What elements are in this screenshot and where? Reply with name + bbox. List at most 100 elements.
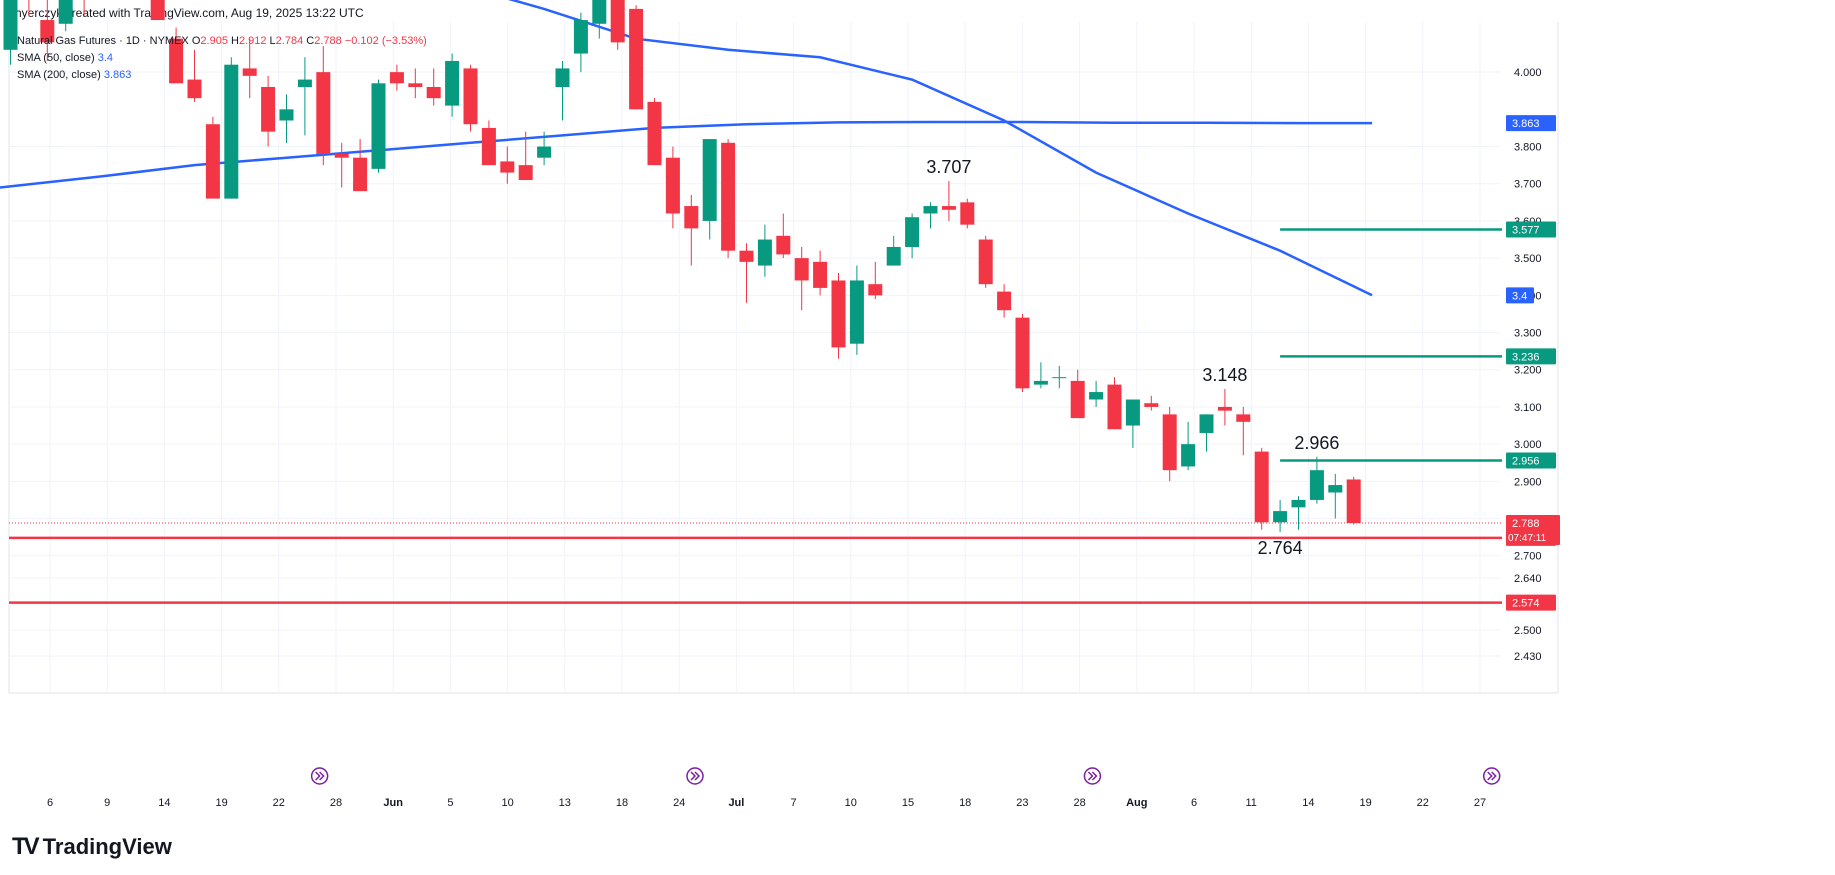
sma-price-label: 3.4 [1512, 290, 1527, 302]
sma200-value: 3.863 [103, 69, 132, 81]
sma200-line [0, 120, 1373, 189]
candle-body [518, 165, 533, 181]
y-tick-label: 3.500 [1514, 253, 1542, 265]
high-value: 2.912 [238, 35, 267, 47]
level-price-label: 2.574 [1512, 598, 1540, 610]
symbol-legend[interactable]: Natural Gas Futures · 1D · NYMEX O2.905 … [17, 35, 427, 47]
candle-body [1309, 470, 1324, 500]
x-tick-label: 15 [902, 797, 914, 809]
candle-body [960, 202, 975, 225]
candle-body [776, 235, 791, 255]
candle-body [592, 0, 607, 24]
sma50-legend[interactable]: SMA (50, close) 3.4 [17, 52, 113, 64]
event-markers-layer [310, 767, 1501, 785]
x-tick-label: 18 [616, 797, 628, 809]
event-marker-icon[interactable] [1083, 767, 1102, 785]
candle-body [389, 72, 404, 84]
tradingview-logo-mark: TV [12, 833, 40, 860]
change-value: −0.102 (−3.53%) [344, 35, 427, 47]
candle-body [813, 261, 828, 288]
x-tick-label: 6 [1191, 797, 1197, 809]
candle-body [629, 8, 644, 110]
close-key: C [306, 35, 315, 47]
y-tick-label: 3.000 [1514, 439, 1542, 451]
candle-body [1070, 380, 1085, 419]
y-tick-label: 4.000 [1514, 67, 1542, 79]
price-annotation-label: 2.966 [1294, 433, 1339, 453]
y-tick-label: 3.800 [1514, 142, 1542, 154]
candle-body [445, 60, 460, 106]
tradingview-logo[interactable]: TV TradingView [12, 833, 172, 861]
y-tick-label: 2.500 [1514, 625, 1542, 637]
x-tick-label: 27 [1474, 797, 1486, 809]
candle-body [739, 250, 754, 262]
candle-body [205, 124, 220, 199]
price-annotation-label: 3.148 [1202, 365, 1247, 385]
candle-body [242, 68, 257, 76]
sma50-line [508, 0, 1373, 297]
x-tick-label: 6 [47, 797, 53, 809]
x-tick-label: 5 [447, 797, 453, 809]
candle-body [1328, 485, 1343, 493]
candles-layer [3, 0, 1361, 532]
y-tick-label: 2.700 [1514, 551, 1542, 563]
level-price-badge [1506, 348, 1556, 365]
x-tick-label: 10 [501, 797, 513, 809]
last-price-badge [1506, 515, 1560, 545]
horizontal-levels-layer [9, 228, 1502, 604]
candle-body [353, 157, 368, 192]
sma200-legend[interactable]: SMA (200, close) 3.863 [17, 69, 131, 81]
close-value: 2.788 [314, 35, 342, 47]
last-price-countdown: 07:47:11 [1508, 533, 1547, 544]
candle-body [1199, 414, 1214, 433]
event-marker-icon[interactable] [686, 767, 704, 785]
candle-body [279, 109, 294, 121]
candle-body [941, 206, 956, 210]
candle-body [1236, 414, 1251, 422]
candle-body [1052, 377, 1067, 379]
candle-body [3, 0, 18, 50]
x-tick-label: 10 [845, 797, 857, 809]
candle-body [426, 87, 441, 99]
sma-price-badge [1506, 115, 1556, 132]
grid-layer [8, 22, 1559, 694]
low-value: 2.784 [275, 35, 304, 47]
open-key: O [191, 35, 201, 47]
candle-body [573, 20, 588, 54]
candle-body [224, 64, 239, 199]
x-tick-label: 19 [1359, 797, 1371, 809]
sma-price-badge [1506, 287, 1534, 304]
level-price-badge [1506, 221, 1556, 238]
x-tick-label: 28 [1073, 797, 1085, 809]
candle-body [702, 139, 717, 221]
candle-body [1254, 451, 1269, 523]
candle-body [1162, 414, 1177, 471]
x-tick-label: Aug [1126, 797, 1147, 809]
candle-body [1015, 317, 1030, 389]
candle-body [187, 79, 202, 99]
candle-body [905, 217, 920, 247]
candle-body [684, 206, 699, 229]
candle-body [316, 72, 331, 154]
high-key: H [231, 35, 239, 47]
double-chevron-icon [1087, 771, 1098, 781]
candle-body [647, 101, 662, 166]
x-tick-label: Jun [383, 797, 403, 809]
candle-body [40, 20, 55, 43]
candle-body [1125, 399, 1140, 426]
candle-body [481, 127, 496, 166]
candle-body [1089, 392, 1104, 400]
sma200-label: SMA (200, close) [17, 69, 101, 81]
candle-body [868, 284, 883, 296]
event-marker-icon[interactable] [1482, 767, 1501, 785]
double-chevron-icon [690, 771, 701, 781]
candle-body [371, 83, 386, 169]
event-marker-icon[interactable] [310, 767, 329, 785]
level-price-badge [1506, 594, 1556, 611]
level-price-label: 3.236 [1512, 351, 1540, 363]
candle-body [58, 0, 73, 24]
candle-body [886, 246, 901, 266]
x-tick-label: 9 [104, 797, 110, 809]
